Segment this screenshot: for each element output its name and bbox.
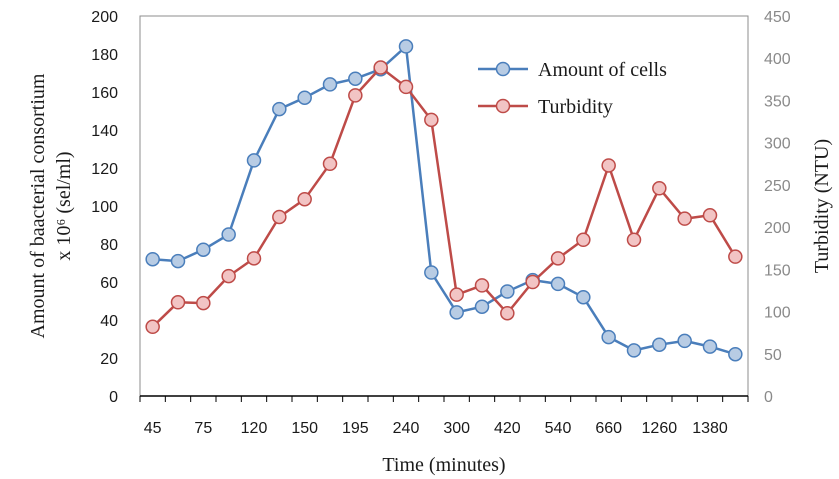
y-axis-title-line1: Amount of baacterial consortium — [27, 73, 49, 338]
y-tick-label: 60 — [100, 275, 118, 292]
data-point — [449, 305, 464, 320]
data-point — [246, 251, 262, 266]
data-point — [196, 295, 211, 311]
data-point — [702, 339, 718, 354]
data-point — [170, 253, 186, 269]
data-point — [221, 268, 236, 284]
y2-tick-label: 350 — [764, 93, 791, 110]
data-point — [626, 343, 642, 358]
series-cells — [145, 39, 743, 362]
data-point — [424, 265, 439, 280]
y2-tick-label: 300 — [764, 136, 791, 153]
x-axis-title: Time (minutes) — [382, 454, 505, 476]
y2-axis-title: Turbidity (NTU) — [811, 139, 833, 273]
x-tick-label: 150 — [291, 420, 318, 437]
y-tick-label: 140 — [91, 123, 118, 140]
legend-marker-cells — [495, 61, 511, 77]
data-point — [221, 227, 236, 242]
data-point — [272, 209, 287, 225]
right-axis-ticks: 0 50 100 150 200 250 300 350 400 450 — [764, 9, 791, 406]
x-tick-label: 1380 — [692, 420, 728, 437]
data-point — [652, 181, 667, 196]
data-point — [297, 191, 312, 207]
y2-tick-label: 150 — [764, 262, 791, 279]
data-point — [322, 77, 338, 92]
data-point — [196, 242, 211, 257]
y-tick-label: 120 — [91, 161, 118, 178]
y-tick-label: 100 — [91, 199, 118, 216]
data-point — [728, 346, 743, 362]
data-point — [145, 251, 160, 267]
data-point — [550, 276, 566, 292]
data-point — [348, 71, 363, 86]
data-point — [702, 208, 718, 223]
data-point — [474, 278, 490, 293]
series-layer — [145, 39, 743, 362]
y2-tick-label: 100 — [764, 305, 791, 322]
legend-label-cells: Amount of cells — [538, 59, 667, 81]
y-tick-label: 40 — [100, 313, 118, 330]
legend-item-cells: Amount of cells — [478, 59, 667, 81]
data-point — [474, 299, 490, 314]
series-turbidity — [145, 60, 743, 335]
y2-tick-label: 450 — [764, 9, 791, 26]
data-point — [728, 249, 743, 264]
legend-marker-turbidity — [495, 98, 511, 114]
y-tick-label: 0 — [109, 389, 118, 406]
data-point — [525, 274, 540, 290]
y-tick-label: 20 — [100, 351, 118, 368]
data-point — [424, 112, 439, 128]
data-point — [500, 305, 515, 321]
data-point — [550, 251, 566, 266]
y-axis-title-line2: x 10⁶ (sel/ml) — [53, 151, 75, 260]
legend-label-turbidity: Turbidity — [538, 96, 613, 118]
y-tick-label: 160 — [91, 85, 118, 102]
y-tick-label: 80 — [100, 237, 118, 254]
data-point — [626, 232, 642, 248]
x-tick-label: 300 — [443, 420, 470, 437]
x-tick-label: 195 — [342, 420, 369, 437]
data-point — [272, 101, 287, 117]
x-tick-label: 1260 — [642, 420, 678, 437]
data-point — [322, 156, 338, 172]
y2-tick-label: 200 — [764, 220, 791, 237]
data-point — [348, 88, 363, 103]
data-point — [170, 295, 186, 310]
y2-tick-label: 400 — [764, 51, 791, 68]
data-point — [500, 284, 515, 299]
data-point — [246, 153, 262, 168]
x-tick-label: 240 — [393, 420, 420, 437]
y2-tick-label: 250 — [764, 178, 791, 195]
data-point — [145, 319, 160, 335]
y2-tick-label: 0 — [764, 389, 773, 406]
x-axis-ticks: 45 75 120 150 195 240 300 420 540 660 1260 1380 — [139, 396, 749, 437]
x-tick-label: 45 — [144, 420, 162, 437]
data-point — [398, 39, 414, 54]
data-point — [652, 337, 667, 352]
data-point — [398, 79, 414, 95]
data-point — [373, 60, 388, 75]
y-tick-label: 180 — [91, 47, 118, 64]
legend: Amount of cells Turbidity — [478, 59, 667, 118]
x-tick-label: 75 — [194, 420, 212, 437]
x-tick-label: 420 — [494, 420, 521, 437]
data-point — [677, 333, 692, 349]
x-tick-label: 660 — [595, 420, 622, 437]
legend-item-turbidity: Turbidity — [478, 96, 613, 118]
data-point — [601, 329, 616, 345]
x-tick-label: 120 — [241, 420, 268, 437]
y-tick-label: 200 — [91, 9, 118, 26]
x-tick-label: 540 — [545, 420, 572, 437]
data-point — [677, 211, 692, 226]
data-point — [576, 289, 591, 305]
y2-tick-label: 50 — [764, 347, 782, 364]
data-point — [449, 287, 464, 302]
data-point — [601, 158, 616, 173]
data-point — [576, 232, 591, 248]
left-axis-ticks: 0 20 40 60 80 100 120 140 160 180 200 — [91, 9, 118, 406]
data-point — [297, 90, 312, 105]
